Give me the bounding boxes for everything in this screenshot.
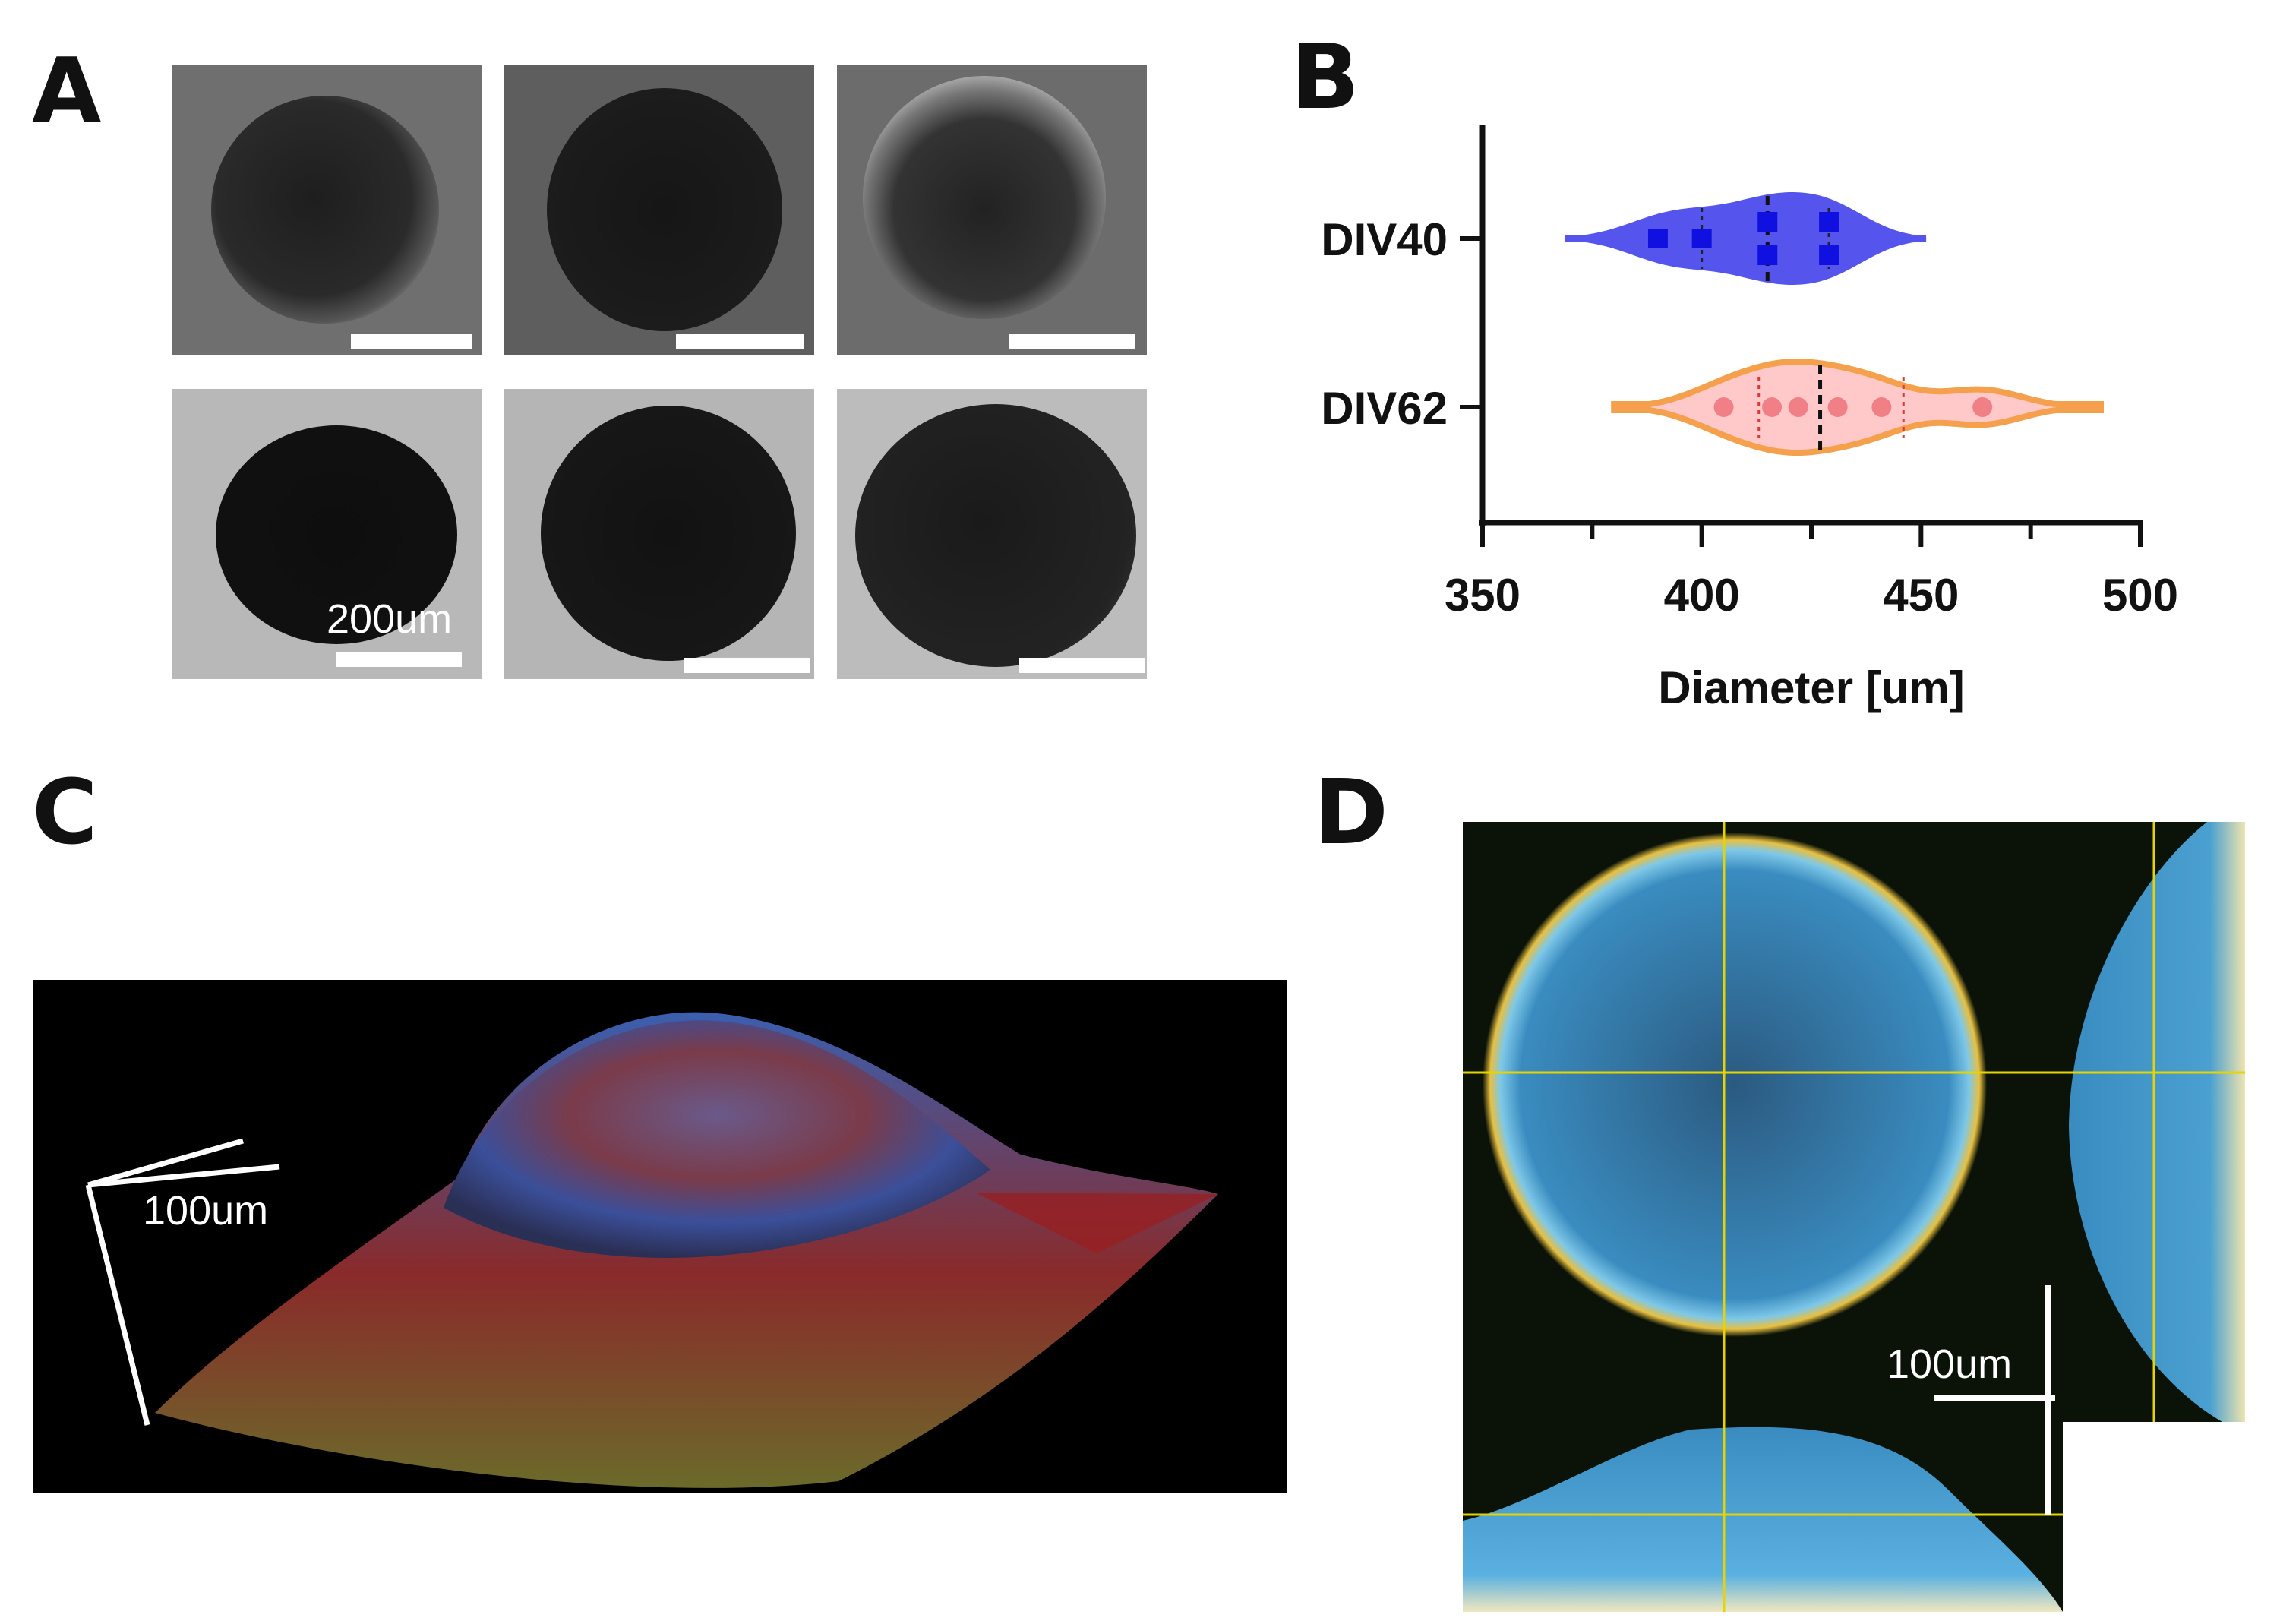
organoid-yz-section [2069, 822, 2245, 1422]
scale-bar [351, 334, 472, 349]
violin-div40 [1565, 192, 1927, 285]
crosshair-lines [1463, 822, 2245, 1612]
micrograph-div40-1 [172, 65, 482, 355]
scale-axes [85, 1138, 280, 1426]
scale-bar [1009, 334, 1135, 349]
panel-label-b: B [1291, 24, 1359, 129]
data-point [1647, 229, 1668, 248]
organoid [211, 96, 439, 324]
micrograph-div62-2 [504, 389, 814, 679]
data-point [1827, 397, 1848, 417]
organoid-xz-section [1463, 1427, 2063, 1612]
data-point [1788, 397, 1808, 417]
x-tick-label: 450 [1883, 570, 1959, 621]
x-axis-label: Diameter [um] [1658, 662, 1964, 713]
panel-d-orthogonal-view: 100um [1463, 822, 2245, 1612]
panel-label-c: C [32, 760, 98, 864]
micrograph-div40-2 [504, 65, 814, 355]
panel-label-d: D [1314, 760, 1388, 864]
scale-bar-label: 200um [327, 596, 453, 642]
data-point [1762, 397, 1783, 417]
data-point [1757, 212, 1778, 232]
panel-label-a: A [32, 38, 102, 143]
organoid-edge [975, 1193, 1218, 1253]
scale-bar [1019, 658, 1145, 673]
data-point [1819, 245, 1839, 265]
y-tick-label: DIV62 [1321, 383, 1448, 434]
x-tick-label: 350 [1445, 570, 1521, 621]
organoid [863, 76, 1106, 319]
micrograph-div40-3 [837, 65, 1147, 355]
data-point [1972, 397, 1993, 417]
corner-blank [2063, 1422, 2245, 1612]
data-point [1871, 397, 1892, 417]
organoid [547, 88, 782, 331]
micrograph-div62-1: 200um [172, 389, 482, 679]
scale-label: 100um [143, 1188, 268, 1234]
organoid [541, 406, 796, 661]
scale-bar [684, 658, 810, 673]
x-tick-label: 400 [1664, 570, 1740, 621]
organoid-dome [444, 1020, 990, 1258]
organoid [216, 425, 457, 644]
y-tick-label: DIV40 [1321, 214, 1448, 265]
data-point [1819, 212, 1839, 232]
x-tick-label: 500 [2102, 570, 2178, 621]
diameter-violin-chart: 350 400 450 500 Diameter [um] DIV40 DIV62 [1321, 125, 2178, 713]
data-point [1757, 245, 1778, 265]
scale-label: 100um [1887, 1341, 2012, 1387]
data-point [1713, 397, 1734, 417]
organoid-xy-section [1483, 833, 1987, 1337]
violin-div62 [1611, 359, 2104, 456]
organoid [855, 404, 1136, 667]
scale-bar [336, 652, 462, 667]
data-point [1691, 229, 1712, 248]
scale-bar [676, 334, 804, 349]
panel-c-3d-rendering: 100um [33, 980, 1287, 1493]
micrograph-div62-3 [837, 389, 1147, 679]
